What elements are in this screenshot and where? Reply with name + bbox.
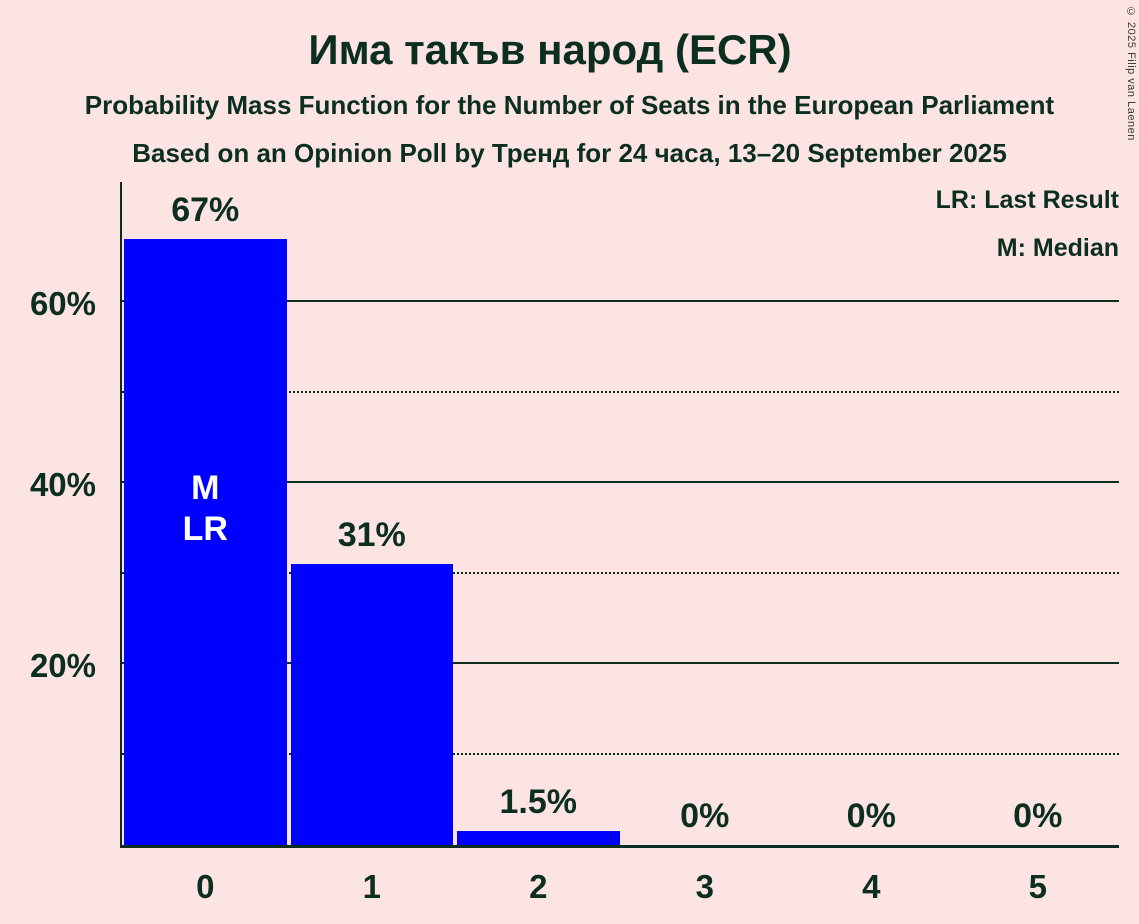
marker-line: LR: [182, 509, 228, 548]
legend-median: M: Median: [996, 234, 1119, 262]
x-axis-label-2: 2: [529, 868, 548, 905]
gridline-minor-30: [122, 571, 1119, 574]
y-tick-label: 20%: [29, 647, 96, 684]
bar-value-label: 1.5%: [499, 783, 578, 822]
copyright-notice: © 2025 Filip van Laenen: [1125, 6, 1137, 141]
legend-last-result: LR: Last Result: [935, 186, 1119, 214]
gridline-minor-50: [122, 390, 1119, 393]
median-last-result-marker: M LR: [122, 468, 289, 550]
x-axis-label-3: 3: [695, 868, 714, 905]
bar-value-label: 67%: [171, 190, 240, 229]
plot-area: 67% 0 31% 1 1.5% 2 0% 3 0% 4 0% 5 M LR: [120, 182, 1119, 905]
chart-subtitle: Probability Mass Function for the Number…: [84, 90, 1055, 120]
marker-line: M: [191, 468, 220, 507]
chart-poll-subtitle: Based on an Opinion Poll by Тренд for 24…: [132, 138, 1007, 168]
bar-value-label: 0%: [846, 797, 896, 835]
bar-seats-0: [124, 238, 287, 845]
y-tick-label: 40%: [29, 466, 96, 503]
y-axis-labels: 20% 40% 60%: [0, 182, 106, 848]
x-axis-label-1: 1: [362, 868, 381, 905]
bar-seats-1: [290, 564, 453, 845]
bar-value-label: 0%: [1013, 797, 1063, 835]
bar-value-label: 0%: [680, 797, 730, 835]
gridline-minor-10: [122, 752, 1119, 755]
bar-seats-2: [457, 831, 620, 845]
y-tick-label: 60%: [29, 285, 96, 322]
gridline-60: [122, 300, 1119, 302]
gridline-40: [122, 481, 1119, 483]
x-axis-label-0: 0: [196, 868, 215, 905]
chart-title: Има такъв народ (ECR): [308, 26, 792, 73]
x-axis-label-4: 4: [862, 868, 881, 905]
gridline-20: [122, 662, 1119, 664]
x-axis-label-5: 5: [1028, 868, 1047, 905]
bar-value-label: 31%: [337, 516, 406, 555]
